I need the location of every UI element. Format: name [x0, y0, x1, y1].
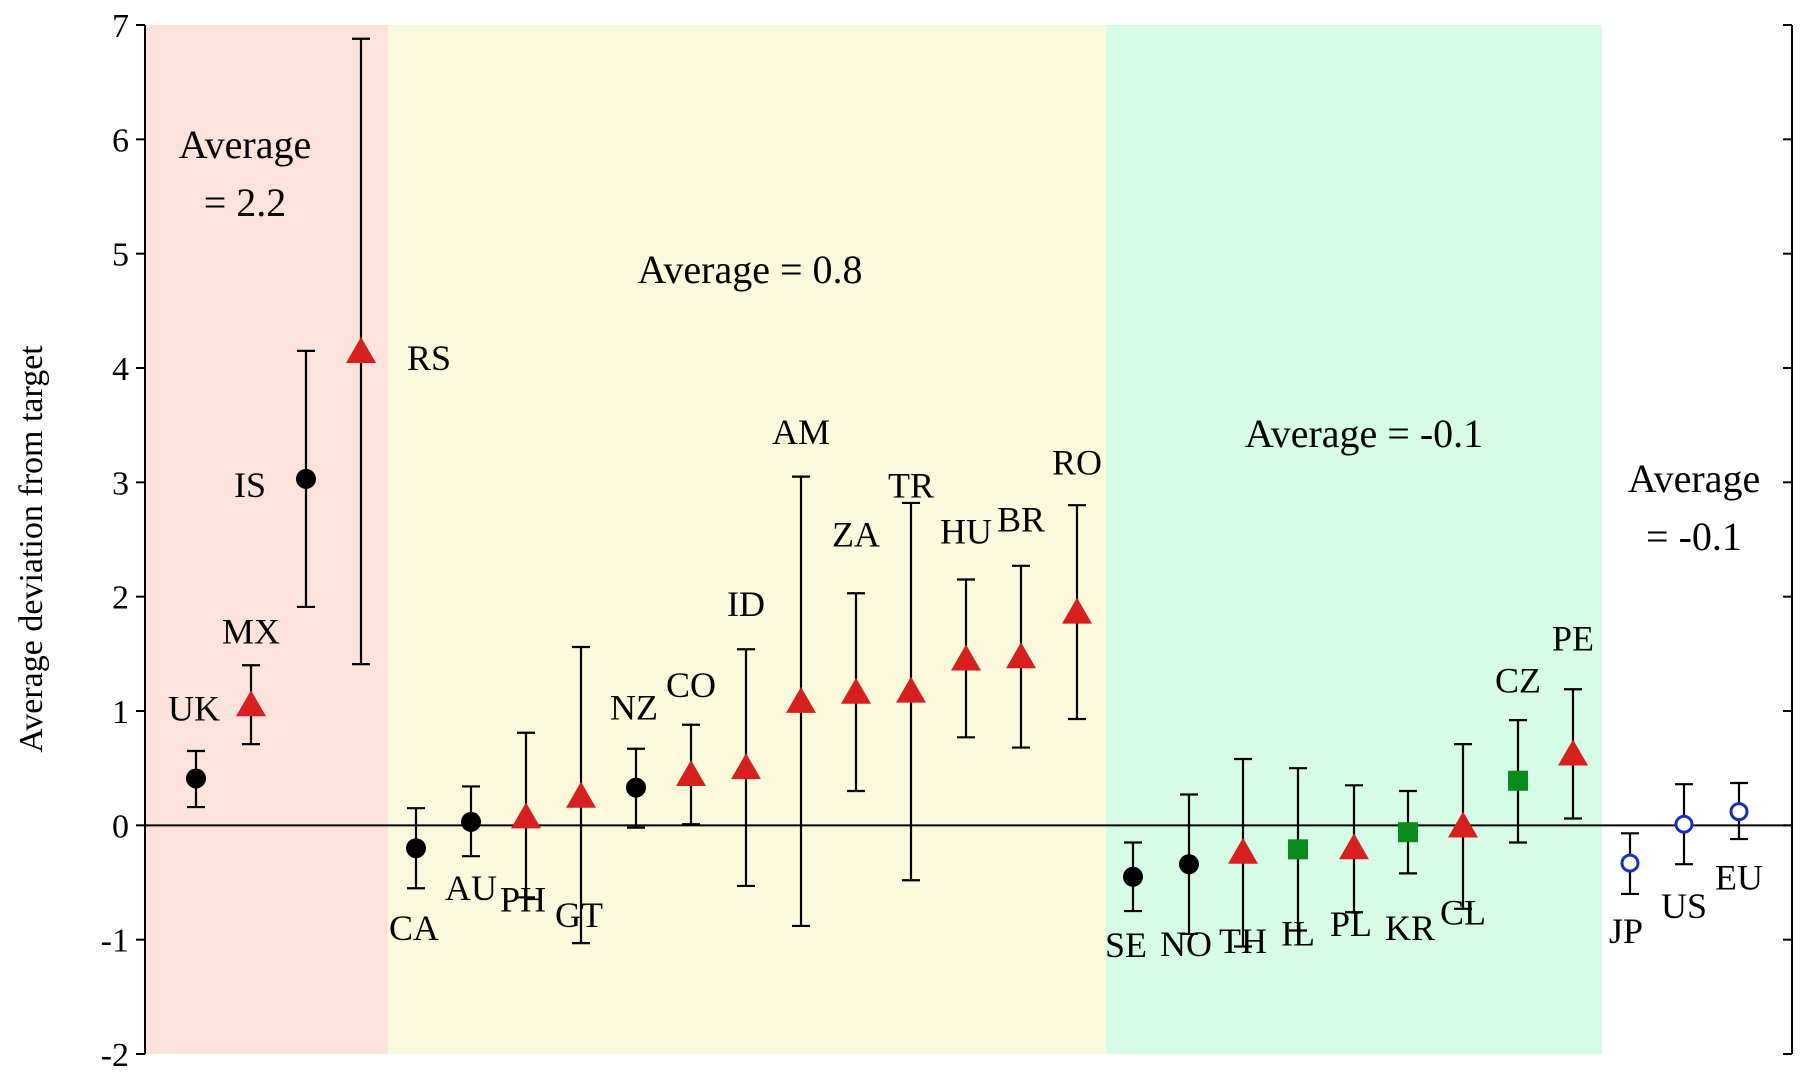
y-tick-label: 1 [112, 694, 129, 731]
marker-ca [406, 838, 426, 859]
group-average-label: Average = 0.8 [637, 247, 862, 292]
point-label-gt: GT [555, 895, 603, 935]
marker-ph [511, 802, 541, 829]
y-tick-label: 6 [112, 122, 129, 159]
point-label-cz: CZ [1495, 661, 1541, 701]
point-label-br: BR [997, 499, 1045, 539]
point-label-ca: CA [389, 908, 439, 948]
marker-gt [566, 781, 596, 808]
group-background-bands [145, 25, 1602, 1054]
point-label-cl: CL [1440, 892, 1486, 932]
marker-hu [951, 644, 981, 671]
y-tick-label: 5 [112, 237, 129, 274]
point-label-pl: PL [1330, 904, 1372, 944]
y-axis-ticks: 7 6 5 4 3 2 1 0 -1 -2 [101, 8, 1792, 1074]
point-label-ro: RO [1052, 443, 1102, 483]
point-label-nz: NZ [610, 688, 658, 728]
marker-pe [1558, 739, 1588, 766]
point-label-co: CO [666, 665, 716, 705]
group-average-labels: Average = 2.2 Average = 0.8 Average = -0.1 A… [179, 122, 1761, 559]
point-label-ph: PH [500, 879, 546, 919]
group-average-label: Average [1628, 456, 1761, 501]
marker-za [841, 677, 871, 704]
marker-nz [626, 777, 646, 798]
group-average-label: Average = -0.1 [1245, 411, 1483, 456]
point-label-am: AM [772, 412, 830, 452]
marker-eu [1729, 802, 1749, 822]
y-tick-label: 3 [112, 465, 129, 502]
y-tick-label: 4 [112, 351, 129, 388]
group-average-label-line2: = 2.2 [204, 180, 287, 225]
point-label-jp: JP [1609, 911, 1643, 951]
y-axis-title: Average deviation from target [13, 345, 50, 753]
point-label-eu: EU [1715, 858, 1763, 898]
marker-ro [1062, 597, 1092, 624]
marker-uk [186, 768, 206, 789]
point-label-pe: PE [1552, 618, 1594, 658]
point-label-za: ZA [832, 515, 880, 555]
marker-br [1006, 642, 1036, 669]
point-label-il: IL [1281, 913, 1315, 953]
marker-is [296, 468, 316, 489]
point-label-rs: RS [407, 338, 451, 378]
marker-co [676, 760, 706, 787]
marker-il [1288, 839, 1308, 860]
marker-id [731, 753, 761, 780]
point-label-hu: HU [940, 512, 992, 552]
point-label-se: SE [1105, 925, 1147, 965]
point-label-kr: KR [1385, 908, 1435, 948]
point-label-tr: TR [888, 466, 934, 506]
marker-se [1123, 866, 1143, 887]
marker-no [1179, 854, 1199, 875]
point-label-is: IS [234, 465, 266, 505]
marker-pl [1339, 833, 1369, 860]
point-label-us: US [1661, 886, 1707, 926]
group-average-label: Average [179, 122, 312, 167]
point-label-uk: UK [168, 688, 220, 728]
y-tick-label: 2 [112, 580, 129, 617]
marker-cz [1508, 770, 1528, 791]
data-markers [186, 336, 1749, 887]
point-label-no: NO [1160, 924, 1212, 964]
y-tick-label: -2 [101, 1037, 129, 1074]
group-average-label-line2: = -0.1 [1646, 514, 1742, 559]
marker-th [1228, 837, 1258, 864]
y-tick-label: 0 [112, 808, 129, 845]
point-label-id: ID [727, 584, 765, 624]
marker-kr [1398, 822, 1418, 843]
point-label-th: TH [1219, 921, 1267, 961]
marker-am [786, 686, 816, 713]
marker-tr [896, 676, 926, 703]
marker-jp [1620, 853, 1640, 873]
marker-au [461, 811, 481, 832]
point-label-au: AU [445, 868, 497, 908]
group-band-1 [145, 25, 388, 1054]
marker-rs [346, 336, 376, 363]
point-label-mx: MX [222, 611, 280, 651]
marker-us [1674, 814, 1694, 834]
y-tick-label: -1 [101, 923, 129, 960]
marker-cl [1448, 811, 1478, 838]
marker-mx [236, 690, 266, 717]
y-tick-label: 7 [112, 8, 129, 45]
